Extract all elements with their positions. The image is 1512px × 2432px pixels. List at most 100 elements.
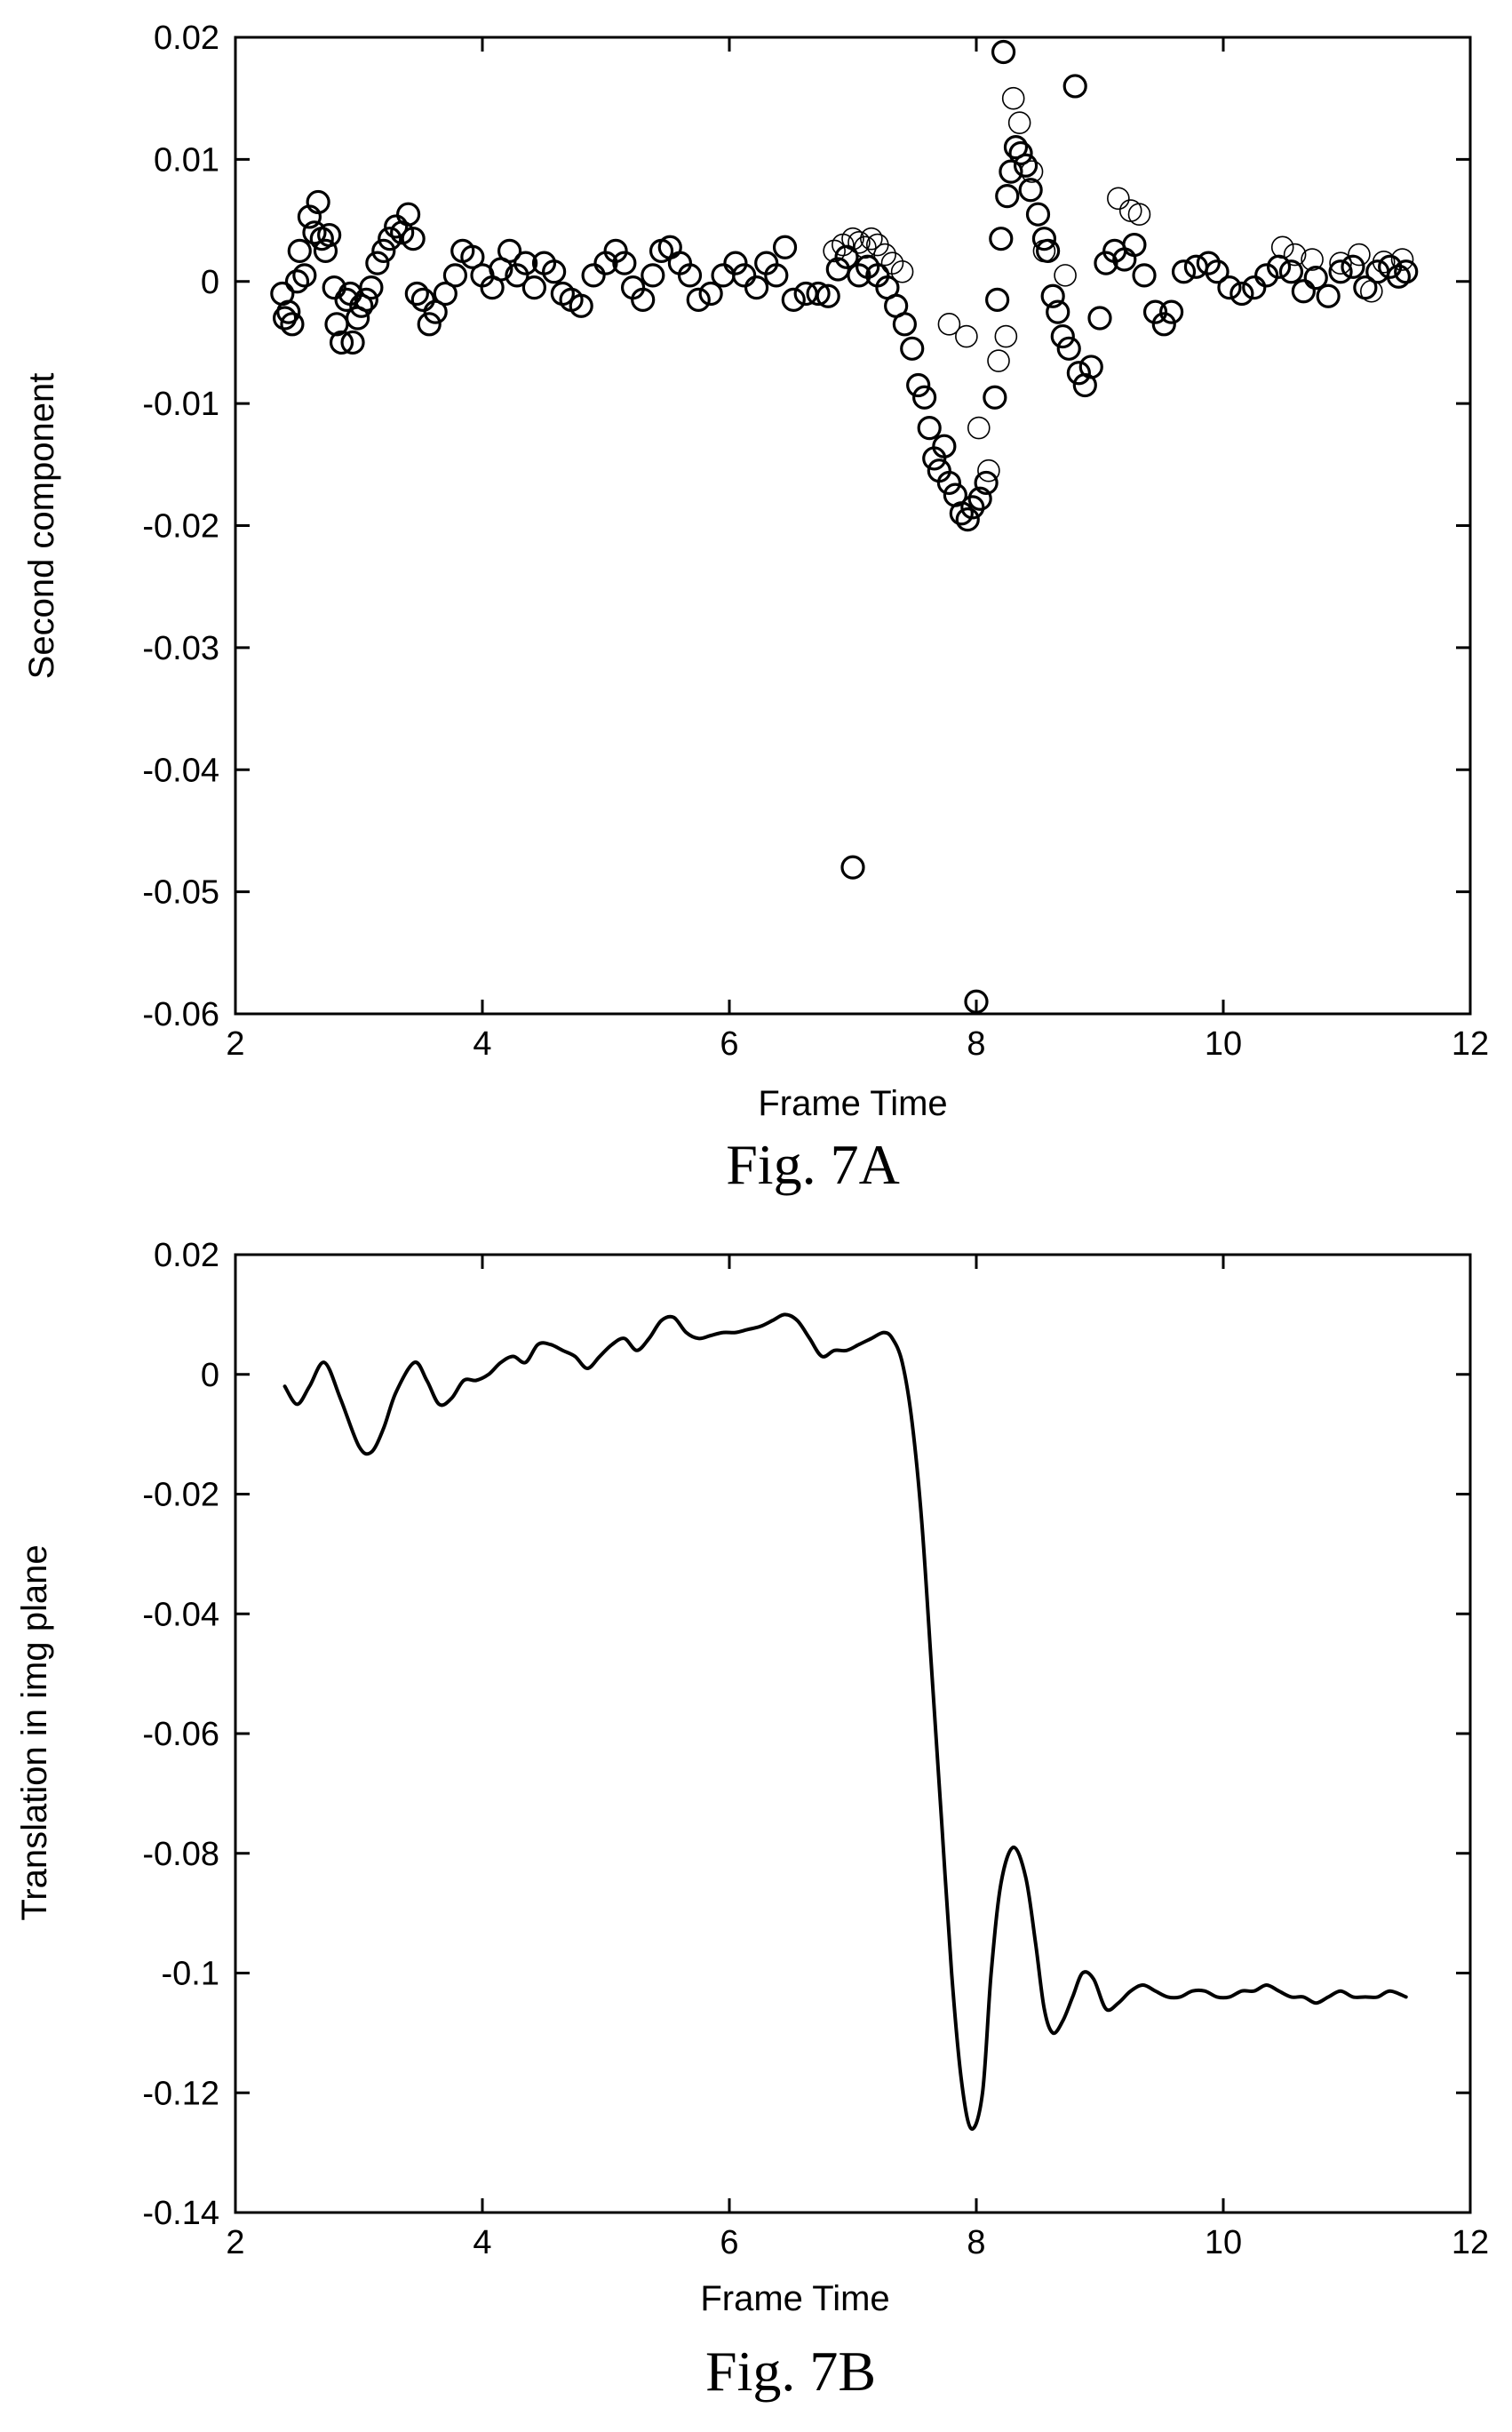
scatter-point	[1242, 275, 1267, 300]
scatter-point	[497, 238, 522, 264]
scatter-point	[906, 372, 931, 398]
plot-frame-7a	[234, 36, 1472, 1016]
scatter-point	[1056, 336, 1081, 361]
scatter-point-faint	[1329, 251, 1352, 275]
y-tick-label: -0.14	[142, 2195, 219, 2232]
scatter-point	[991, 39, 1016, 65]
figure-caption-7b: Fig. 7B	[705, 2340, 876, 2403]
scatter-point	[417, 312, 442, 337]
scatter-point	[1303, 266, 1328, 291]
chart-fig-7b: 2 4 6 8 10 12 0.02 0 -0.02 -0.04 -0.06 -0.08 -0.1 -0.…	[15, 1237, 1489, 2403]
y-tick-label: -0.1	[162, 1956, 219, 1993]
scatter-point	[1050, 323, 1075, 349]
scatter-point	[1159, 299, 1184, 324]
scatter-point-faint	[854, 235, 877, 259]
x-axis-label-7a: Frame Time	[758, 1084, 947, 1123]
y-tick-label: -0.06	[142, 1716, 219, 1753]
scatter-point	[1122, 232, 1147, 258]
x-tick-label: 4	[473, 2224, 491, 2261]
scatter-point	[960, 495, 985, 520]
scatter-point	[1087, 306, 1112, 331]
scatter-point	[816, 283, 840, 308]
scatter-point-faint	[1054, 264, 1077, 287]
scatter-point	[1066, 361, 1091, 386]
y-tick-label: 0.01	[154, 141, 219, 179]
scatter-point	[677, 263, 703, 288]
scatter-point	[723, 251, 748, 275]
x-tick-label: 12	[1452, 2224, 1489, 2261]
scatter-point-faint	[977, 458, 1000, 482]
y-tick-label: -0.01	[142, 386, 219, 423]
scatter-point	[384, 214, 409, 239]
scatter-point	[521, 275, 546, 300]
scatter-point	[1132, 263, 1157, 288]
scatter-point	[732, 263, 757, 288]
scatter-point-faint	[1007, 111, 1031, 134]
scatter-point	[569, 293, 593, 318]
x-tick-label: 10	[1205, 1025, 1242, 1063]
scatter-point	[313, 238, 338, 264]
scatter-point	[1031, 227, 1057, 251]
scatter-point	[1003, 135, 1029, 160]
scatter-point	[542, 259, 567, 284]
scatter-point	[371, 238, 396, 264]
scatter-point	[793, 281, 818, 307]
scatter-point-faint	[994, 324, 1018, 348]
scatter-point	[280, 312, 305, 337]
y-tick-label: -0.04	[142, 752, 219, 789]
scatter-point	[1266, 254, 1292, 279]
scatter-point	[686, 287, 711, 312]
scatter-point	[985, 287, 1010, 312]
scatter-point	[1078, 355, 1103, 379]
scatter-point	[806, 281, 831, 307]
scatter-point	[932, 434, 957, 458]
scatter-point	[287, 238, 312, 264]
y-axis-label-7a: Second component	[22, 373, 61, 680]
scatter-point	[340, 330, 365, 355]
scatter-point	[1062, 74, 1087, 99]
axis-ticks-7a: 2 4 6 8 10 12 0.02 0.01 0 -0.01 -0.02 -0.03 -0.04 -0.…	[142, 20, 1489, 1063]
scatter-point	[1094, 251, 1118, 275]
scatter-point-faint	[955, 324, 978, 348]
scatter-point	[401, 227, 426, 251]
scatter-point	[999, 159, 1023, 184]
scatter-point-faint	[1001, 86, 1025, 110]
scatter-point-faint	[987, 349, 1010, 372]
scatter-point	[1036, 238, 1061, 264]
scatter-point	[306, 189, 330, 215]
y-axis-label-7b: Translation in img plane	[15, 1544, 54, 1920]
scatter-point	[1196, 251, 1221, 275]
scatter-point	[349, 293, 374, 318]
scatter-point	[1151, 312, 1176, 337]
figure-caption-7a: Fig. 7A	[726, 1133, 900, 1196]
scatter-point	[900, 336, 925, 361]
scatter-point	[284, 269, 310, 294]
scatter-point	[276, 299, 301, 324]
scatter-point	[989, 227, 1014, 251]
scatter-point	[698, 281, 723, 307]
scatter-point-faint	[1270, 235, 1294, 259]
scatter-point	[1394, 259, 1419, 284]
scatter-point	[378, 227, 402, 251]
scatter-point	[641, 263, 665, 288]
scatter-point	[955, 507, 980, 532]
y-tick-label: -0.06	[142, 996, 219, 1033]
scatter-point-faint	[937, 313, 961, 336]
y-tick-label: -0.02	[142, 508, 219, 546]
scatter-point	[410, 287, 435, 312]
scatter-point	[322, 275, 346, 300]
scatter-point	[423, 299, 448, 324]
scatter-point	[1183, 254, 1209, 279]
y-tick-label: 0.02	[154, 20, 219, 57]
scatter-point-faint	[967, 416, 991, 440]
scatter-point	[1205, 259, 1229, 284]
scatter-point	[329, 330, 354, 355]
x-tick-label: 10	[1205, 2224, 1242, 2261]
x-tick-label: 8	[967, 1025, 985, 1063]
scatter-point	[1353, 275, 1378, 300]
scatter-point	[581, 263, 606, 288]
scatter-point-faint	[1348, 243, 1371, 267]
scatter-point	[781, 287, 806, 312]
y-tick-label: -0.03	[142, 630, 219, 667]
